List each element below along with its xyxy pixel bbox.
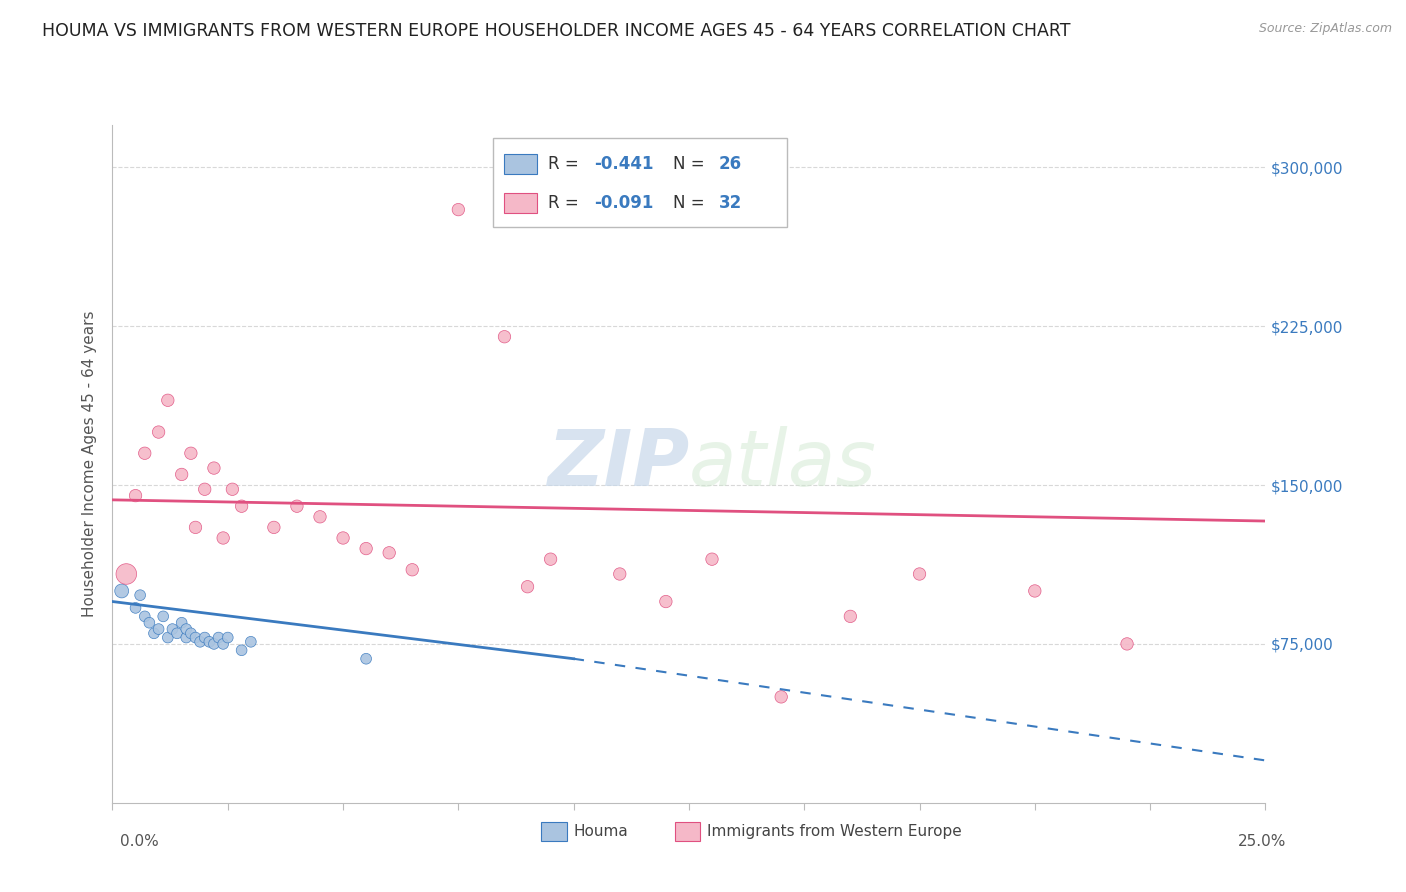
Point: [354, 541, 377, 556]
Point: [180, 446, 202, 460]
Point: [129, 588, 152, 602]
Point: [494, 330, 516, 344]
Text: Source: ZipAtlas.com: Source: ZipAtlas.com: [1258, 22, 1392, 36]
Point: [138, 615, 160, 630]
Text: Houma: Houma: [574, 824, 628, 838]
Point: [309, 509, 332, 524]
Point: [401, 563, 423, 577]
Point: [231, 500, 253, 514]
Point: [655, 594, 678, 608]
Text: HOUMA VS IMMIGRANTS FROM WESTERN EUROPE HOUSEHOLDER INCOME AGES 45 - 64 YEARS CO: HOUMA VS IMMIGRANTS FROM WESTERN EUROPE …: [42, 22, 1071, 40]
Point: [839, 609, 862, 624]
Text: Immigrants from Western Europe: Immigrants from Western Europe: [707, 824, 962, 838]
Text: R =: R =: [548, 194, 585, 211]
Point: [194, 631, 217, 645]
Point: [170, 467, 193, 482]
Point: [115, 567, 138, 582]
Point: [202, 461, 225, 475]
Point: [184, 520, 207, 534]
Point: [540, 552, 562, 566]
Point: [212, 637, 235, 651]
Point: [124, 489, 146, 503]
Point: [134, 609, 156, 624]
Text: N =: N =: [673, 155, 710, 173]
Point: [609, 567, 631, 582]
Point: [770, 690, 793, 704]
Point: [263, 520, 285, 534]
Point: [174, 631, 197, 645]
Point: [198, 635, 221, 649]
Point: [516, 580, 538, 594]
Point: [354, 651, 377, 665]
Point: [188, 635, 211, 649]
Point: [202, 637, 225, 651]
Point: [221, 483, 243, 497]
Bar: [505, 154, 537, 174]
Text: 25.0%: 25.0%: [1239, 834, 1286, 849]
Point: [148, 622, 170, 636]
Text: R =: R =: [548, 155, 585, 173]
Text: -0.091: -0.091: [595, 194, 654, 211]
Point: [134, 446, 156, 460]
Point: [908, 567, 931, 582]
Text: 0.0%: 0.0%: [120, 834, 159, 849]
Bar: [505, 193, 537, 213]
Point: [1024, 584, 1046, 599]
Point: [162, 622, 184, 636]
Text: ZIP: ZIP: [547, 425, 689, 502]
Point: [152, 609, 174, 624]
Point: [180, 626, 202, 640]
Point: [156, 393, 179, 408]
Point: [148, 425, 170, 439]
Point: [212, 531, 235, 545]
Text: atlas: atlas: [689, 425, 877, 502]
Point: [207, 631, 229, 645]
Point: [239, 635, 262, 649]
FancyBboxPatch shape: [494, 138, 787, 227]
Y-axis label: Householder Income Ages 45 - 64 years: Householder Income Ages 45 - 64 years: [82, 310, 97, 617]
Point: [170, 615, 193, 630]
Point: [166, 626, 188, 640]
Point: [1116, 637, 1139, 651]
Point: [156, 631, 179, 645]
Point: [285, 500, 308, 514]
Point: [378, 546, 401, 560]
Point: [124, 601, 146, 615]
Point: [174, 622, 197, 636]
Point: [700, 552, 723, 566]
Text: N =: N =: [673, 194, 710, 211]
Point: [332, 531, 354, 545]
Text: 32: 32: [718, 194, 742, 211]
Text: -0.441: -0.441: [595, 155, 654, 173]
Point: [184, 631, 207, 645]
Point: [447, 202, 470, 217]
Point: [194, 483, 217, 497]
Text: 26: 26: [718, 155, 742, 173]
Point: [231, 643, 253, 657]
Point: [143, 626, 166, 640]
Point: [111, 584, 134, 599]
Point: [217, 631, 239, 645]
